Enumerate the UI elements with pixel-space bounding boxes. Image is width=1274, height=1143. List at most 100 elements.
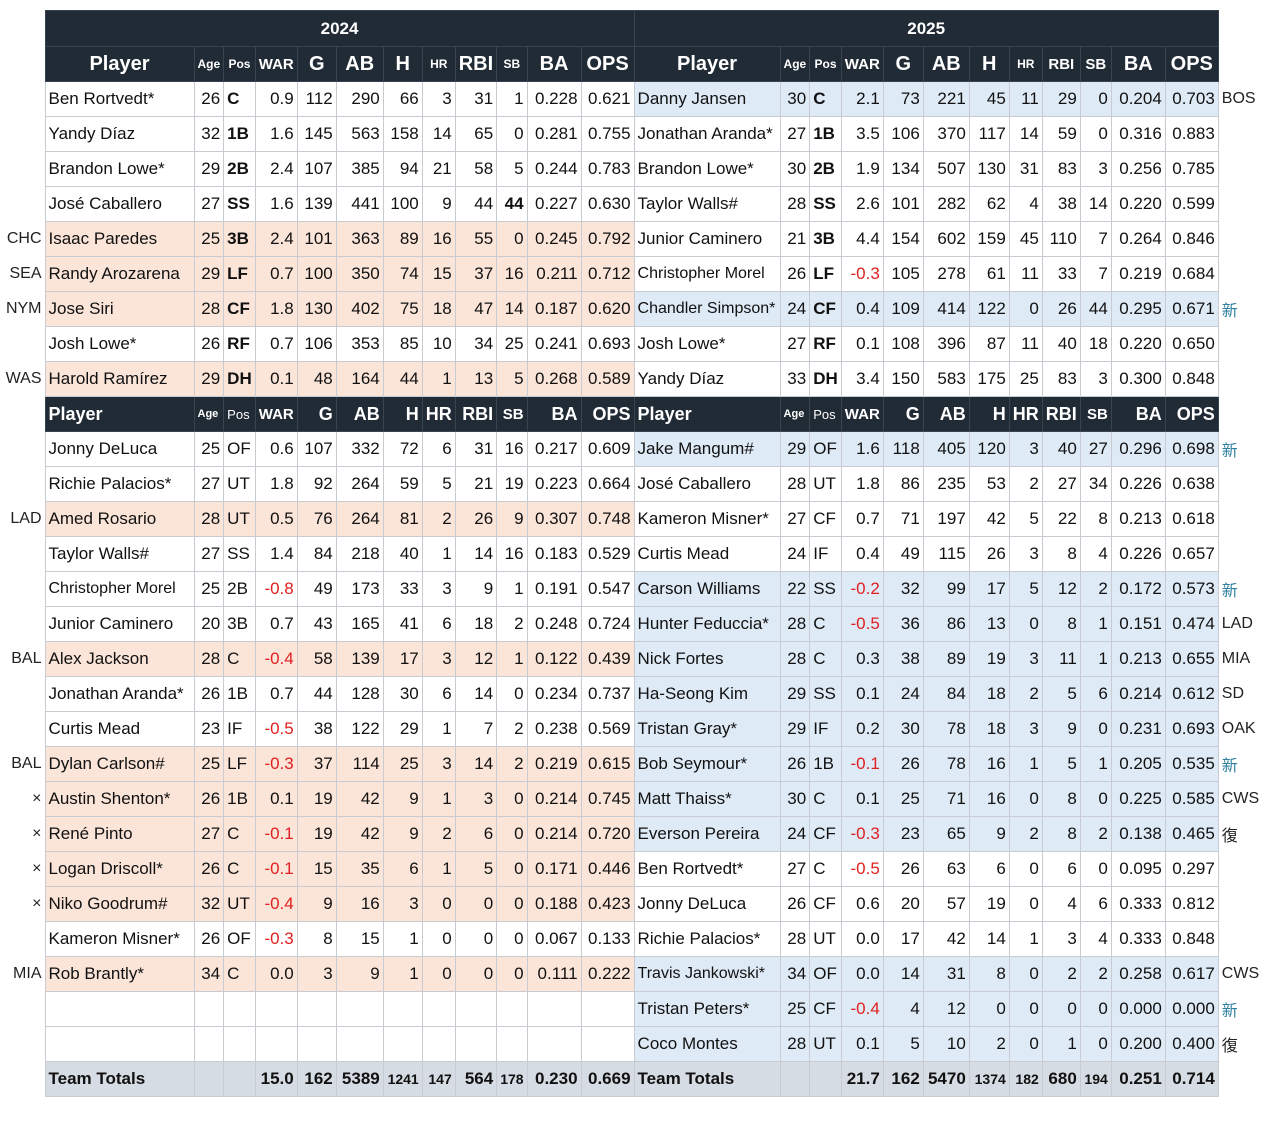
player-ab-cell: 441 xyxy=(335,186,384,222)
player-ops-cell: 0.812 xyxy=(1164,886,1219,922)
player-hr-cell: 0 xyxy=(421,886,456,922)
player-name-cell: Dylan Carlson# xyxy=(44,746,195,782)
player-g-cell: 17 xyxy=(882,921,924,957)
player-rbi-cell: 8 xyxy=(1041,816,1081,852)
player-name-cell: Kameron Misner* xyxy=(633,501,781,537)
empty-cell xyxy=(44,1026,195,1062)
empty-cell xyxy=(223,991,256,1027)
player-g-cell: 107 xyxy=(296,151,337,187)
player-name-cell: Carson Williams xyxy=(633,571,781,607)
column-header-age: Age xyxy=(193,46,225,82)
player-h-cell: 62 xyxy=(968,186,1010,222)
player-hr-cell: 6 xyxy=(421,606,456,642)
player-rbi-cell: 8 xyxy=(1041,606,1081,642)
player-ab-cell: 10 xyxy=(922,1026,970,1062)
player-hr-cell: 15 xyxy=(421,256,456,292)
right-team-marker: 復 xyxy=(1221,828,1238,845)
player-hr-cell: 0 xyxy=(1008,956,1043,992)
right-margin-cell xyxy=(1218,396,1263,432)
player-h-cell: 53 xyxy=(968,466,1010,502)
player-age-cell: 26 xyxy=(193,851,225,887)
left-team-marker xyxy=(0,152,45,187)
player-rbi-cell: 14 xyxy=(454,746,498,782)
player-ab-cell: 63 xyxy=(922,851,970,887)
player-rbi-cell: 6 xyxy=(454,816,498,852)
player-age-cell: 25 xyxy=(193,746,225,782)
column-header-hr: HR xyxy=(1008,396,1043,432)
right-team-marker: 新 xyxy=(1221,1003,1238,1020)
player-sb-cell: 1 xyxy=(1079,606,1112,642)
player-sb-cell: 0 xyxy=(1079,851,1112,887)
player-h-cell: 14 xyxy=(968,921,1010,957)
player-rbi-cell: 5 xyxy=(454,851,498,887)
player-g-cell: 19 xyxy=(296,781,337,817)
left-team-marker: LAD xyxy=(10,510,42,527)
player-age-cell: 26 xyxy=(193,81,225,117)
player-name-cell: Tristan Peters* xyxy=(633,991,781,1027)
player-g-cell: 105 xyxy=(882,256,924,292)
player-ba-cell: 0.067 xyxy=(526,921,582,957)
player-pos-cell: C xyxy=(223,81,256,117)
player-rbi-cell: 40 xyxy=(1041,326,1081,362)
player-sb-cell: 44 xyxy=(1079,291,1112,327)
player-age-cell: 20 xyxy=(193,606,225,642)
player-pos-cell: 1B xyxy=(809,746,842,782)
player-name-cell: Taylor Walls# xyxy=(44,536,195,572)
player-age-cell: 28 xyxy=(193,641,225,677)
player-ops-cell: 0.589 xyxy=(580,361,635,397)
right-team-marker xyxy=(1218,327,1262,362)
player-ba-cell: 0.245 xyxy=(526,221,582,257)
total-ba-cell: 0.230 xyxy=(526,1061,582,1097)
player-ops-cell: 0.748 xyxy=(580,501,635,537)
player-war-cell: 1.6 xyxy=(840,431,884,467)
player-sb-cell: 0 xyxy=(496,676,528,712)
player-hr-cell: 16 xyxy=(421,221,456,257)
total-war-cell: 21.7 xyxy=(840,1061,884,1097)
player-g-cell: 49 xyxy=(882,536,924,572)
player-pos-cell: CF xyxy=(809,501,842,537)
right-team-marker: MIA xyxy=(1221,650,1251,667)
bench-row: × Niko Goodrum# 32 UT -0.4 9 16 3 0 0 0 0.188 0.423 J… xyxy=(0,886,1262,922)
column-header-sb: SB xyxy=(1079,396,1112,432)
player-war-cell: -0.4 xyxy=(254,641,298,677)
player-h-cell: 3 xyxy=(382,886,423,922)
player-ba-cell: 0.256 xyxy=(1110,151,1166,187)
player-ab-cell: 42 xyxy=(335,781,384,817)
player-ba-cell: 0.214 xyxy=(526,816,582,852)
column-header-ab: AB xyxy=(922,46,970,82)
player-hr-cell: 11 xyxy=(1008,256,1043,292)
player-war-cell: -0.3 xyxy=(840,256,884,292)
player-pos-cell: C xyxy=(809,781,842,817)
player-pos-cell: LF xyxy=(223,256,256,292)
player-age-cell: 29 xyxy=(193,151,225,187)
starter-row: Brandon Lowe* 29 2B 2.4 107 385 94 21 58 5 0.244 0.… xyxy=(0,151,1262,187)
player-g-cell: 73 xyxy=(882,81,924,117)
player-age-cell: 26 xyxy=(193,676,225,712)
empty-cell xyxy=(526,991,582,1027)
column-header-g: G xyxy=(296,396,337,432)
player-ba-cell: 0.191 xyxy=(526,571,582,607)
player-ba-cell: 0.183 xyxy=(526,536,582,572)
player-ab-cell: 350 xyxy=(335,256,384,292)
player-age-cell: 27 xyxy=(779,116,811,152)
player-war-cell: 0.3 xyxy=(840,641,884,677)
player-sb-cell: 0 xyxy=(1079,991,1112,1027)
empty-cell xyxy=(809,1061,842,1097)
right-team-marker xyxy=(1218,222,1262,257)
player-g-cell: 5 xyxy=(882,1026,924,1062)
column-header-h: H xyxy=(382,396,423,432)
player-ba-cell: 0.211 xyxy=(526,256,582,292)
player-age-cell: 24 xyxy=(779,816,811,852)
player-sb-cell: 19 xyxy=(496,466,528,502)
player-g-cell: 15 xyxy=(296,851,337,887)
player-pos-cell: LF xyxy=(223,746,256,782)
player-age-cell: 26 xyxy=(193,921,225,957)
empty-cell xyxy=(779,1061,811,1097)
player-war-cell: 0.1 xyxy=(254,361,298,397)
player-rbi-cell: 37 xyxy=(454,256,498,292)
empty-cell xyxy=(454,1026,498,1062)
right-team-marker: 復 xyxy=(1221,1038,1238,1055)
player-rbi-cell: 31 xyxy=(454,431,498,467)
bench-row: Tristan Peters* 25 CF -0.4 4 12 0 0 0 0 0.000 0.000… xyxy=(0,991,1262,1027)
player-name-cell: Junior Caminero xyxy=(44,606,195,642)
